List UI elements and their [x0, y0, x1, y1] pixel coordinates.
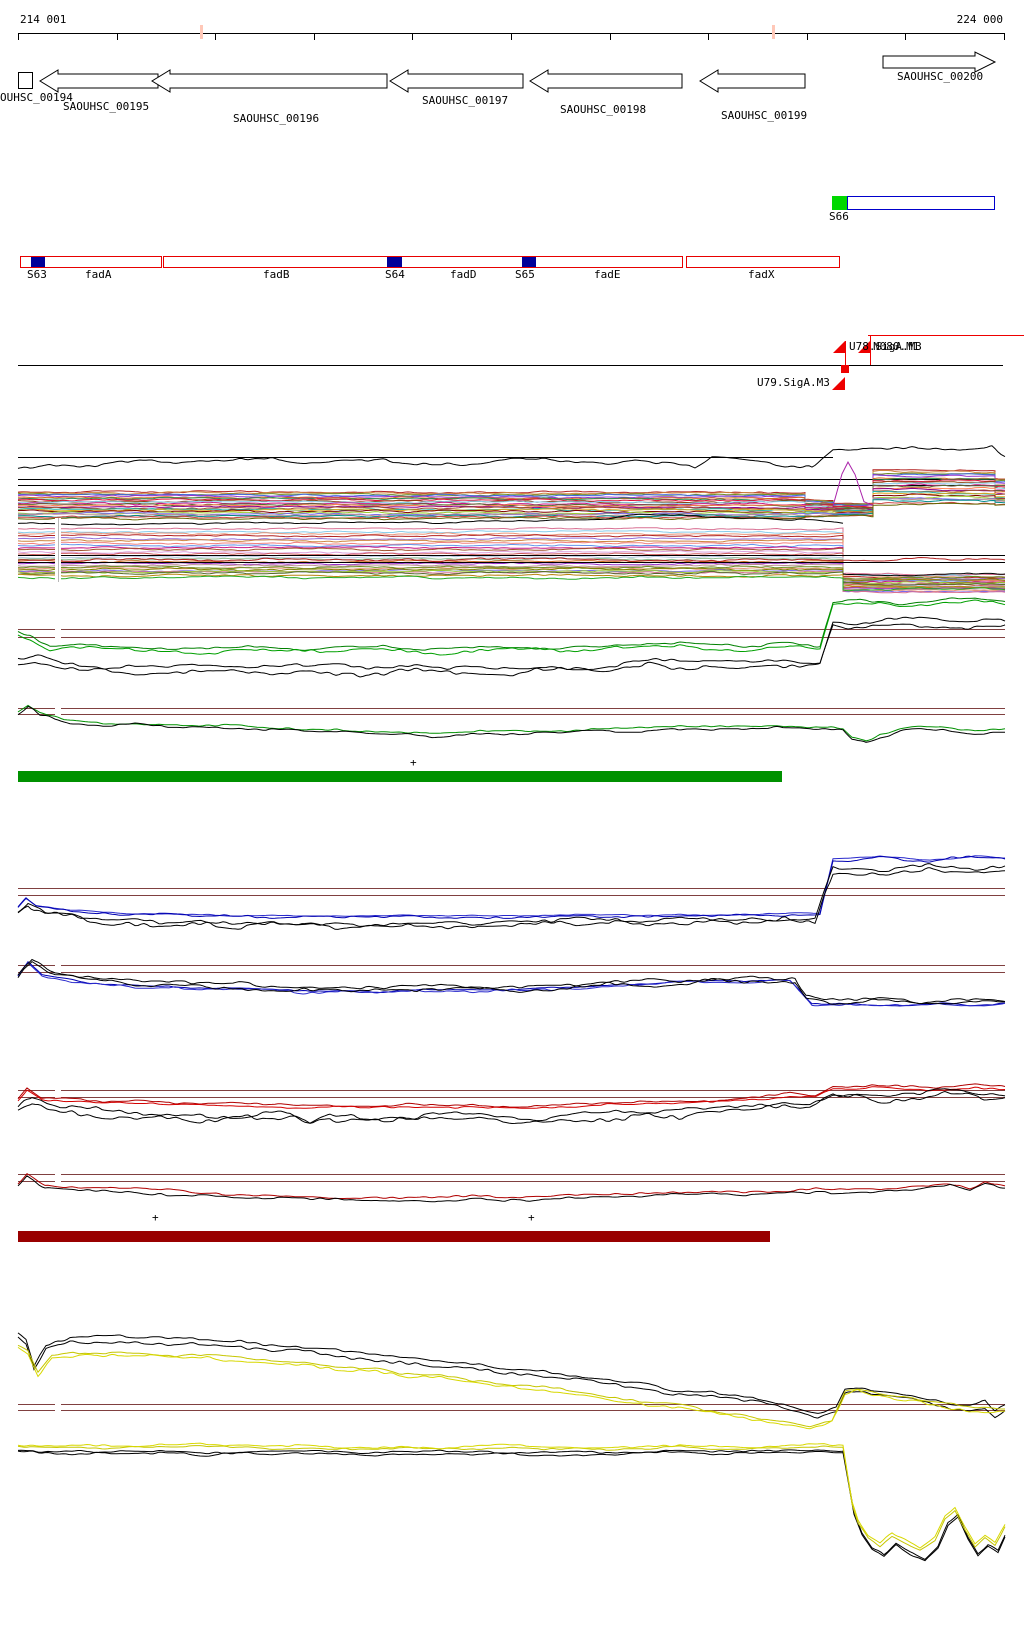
profile-line — [17, 855, 1006, 920]
profile-line — [17, 1442, 1006, 1549]
profile-line — [17, 563, 1006, 592]
tss-flag-u79-siga-m3[interactable] — [832, 377, 845, 390]
profile-line — [18, 552, 1006, 587]
profile-line — [17, 1344, 1005, 1428]
srna-s66-box[interactable] — [847, 196, 995, 210]
profile-line — [17, 867, 1006, 930]
gene-saouhsc-00198[interactable] — [529, 69, 683, 93]
gene-saouhsc-00197[interactable] — [389, 69, 524, 93]
profile-line — [17, 1088, 1006, 1124]
profile-line — [17, 1346, 1006, 1430]
profile-line — [17, 616, 1006, 671]
profile-line — [17, 530, 1006, 578]
gene-saouhsc-00195[interactable] — [39, 69, 159, 93]
operon-segment-box[interactable] — [163, 256, 683, 268]
gene-saouhsc-00199[interactable] — [699, 69, 806, 93]
expression-profiles-layer — [17, 445, 1006, 1562]
profile-line — [842, 572, 1006, 577]
cursor-gap — [55, 1172, 61, 1183]
tss-flag-n080-m1[interactable] — [858, 341, 870, 353]
profile-line — [17, 543, 1005, 584]
profile-line — [17, 550, 1005, 586]
gene-saouhsc-00196[interactable] — [151, 69, 388, 93]
cursor-gap — [55, 627, 61, 639]
profile-line — [17, 1083, 1006, 1108]
profile-line — [17, 541, 1006, 582]
profile-line — [17, 470, 1005, 506]
operon-segment-box[interactable] — [20, 256, 162, 268]
profile-line — [17, 1450, 1006, 1562]
profile-line — [17, 445, 1006, 469]
profile-line — [17, 1332, 1006, 1414]
profile-line — [17, 705, 1006, 743]
profile-line — [17, 492, 1005, 513]
profile-line — [18, 534, 1006, 579]
profile-line — [17, 1173, 1006, 1200]
profile-line — [17, 961, 1006, 1007]
cursor-gap — [55, 1088, 61, 1099]
operon-segment-box[interactable] — [686, 256, 840, 268]
ruler-highlight-mark — [772, 25, 775, 39]
green-coverage-bar[interactable] — [18, 771, 782, 782]
profile-line — [17, 1090, 1006, 1125]
profile-line — [17, 555, 1005, 588]
cursor-gap — [55, 963, 61, 974]
srna-s66-green-segment[interactable] — [832, 196, 847, 210]
tss-flag-u78-siga-m3-mark — [841, 365, 849, 373]
profile-line — [17, 1336, 1006, 1419]
profile-line — [17, 623, 1006, 678]
profile-line — [17, 958, 1006, 1005]
profile-line — [17, 570, 1005, 586]
profile-line — [17, 539, 1006, 582]
profile-line — [17, 599, 1006, 656]
gene-ouhsc-00194[interactable] — [18, 72, 33, 89]
red-coverage-bar[interactable] — [18, 1231, 770, 1242]
profile-line — [17, 526, 1006, 576]
profile-line — [17, 704, 1006, 742]
cursor-gap — [55, 1402, 61, 1412]
profile-line — [17, 567, 1006, 582]
profile-line — [17, 863, 1006, 927]
profile-line — [17, 1175, 1005, 1203]
annotation-layer — [18, 25, 1024, 1242]
gene-saouhsc-00200[interactable] — [882, 51, 997, 73]
profile-line — [832, 461, 874, 507]
profile-line — [17, 513, 844, 526]
profile-line — [17, 855, 1006, 917]
cursor-gap — [55, 706, 61, 716]
operon-srna-square[interactable] — [387, 257, 402, 267]
profile-line — [17, 575, 1006, 592]
profile-line — [17, 1445, 1006, 1551]
profile-line — [17, 1086, 1006, 1109]
ruler-highlight-mark — [200, 25, 203, 39]
operon-srna-square[interactable] — [31, 257, 45, 267]
profile-line — [17, 597, 1006, 651]
profile-line — [17, 1449, 1006, 1561]
profile-line — [17, 479, 1005, 509]
profile-line — [17, 559, 1006, 590]
profile-line — [17, 556, 1006, 563]
profile-line — [17, 960, 1005, 1005]
tss-flag-u78-siga-m3[interactable] — [833, 341, 845, 353]
operon-srna-square[interactable] — [522, 257, 536, 267]
profile-line — [17, 547, 1006, 585]
profile-line — [17, 546, 1006, 584]
profile-line — [17, 502, 1006, 521]
profile-line — [17, 532, 1006, 578]
profile-line — [17, 477, 1006, 509]
